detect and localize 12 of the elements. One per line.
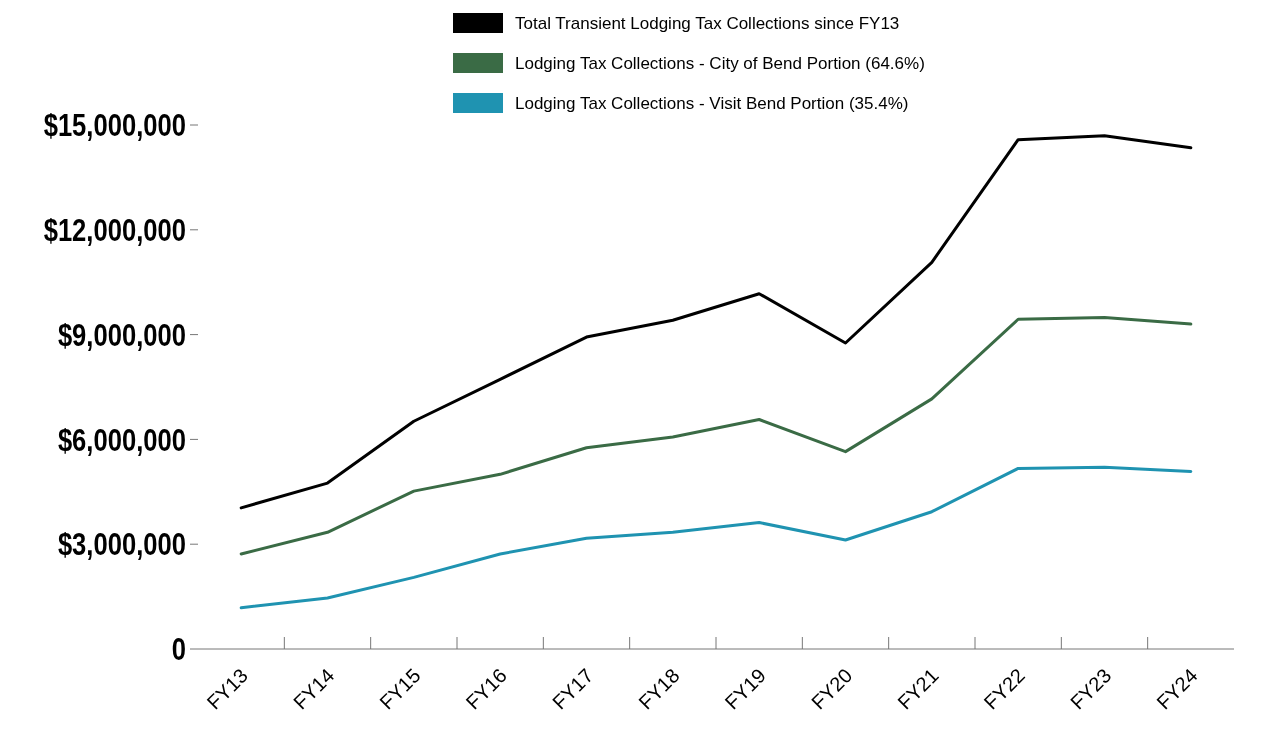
line-series (239, 315, 1193, 556)
line-series (239, 134, 1193, 510)
y-tick-label: $9,000,000 (57, 317, 186, 353)
legend-label: Lodging Tax Collections - Visit Bend Portion (35.4%) (515, 94, 909, 113)
y-tick-label: $15,000,000 (43, 107, 186, 143)
line-series (239, 465, 1193, 610)
y-tick-label: $6,000,000 (57, 421, 186, 458)
legend-label: Total Transient Lodging Tax Collections since FY13 (515, 14, 900, 33)
y-tick-label: $3,000,000 (57, 526, 186, 563)
y-tick-label: $12,000,000 (43, 212, 186, 248)
legend-label: Lodging Tax Collections - City of Bend Portion (64.6%) (515, 54, 925, 73)
y-tick-label: 0 (171, 631, 186, 667)
